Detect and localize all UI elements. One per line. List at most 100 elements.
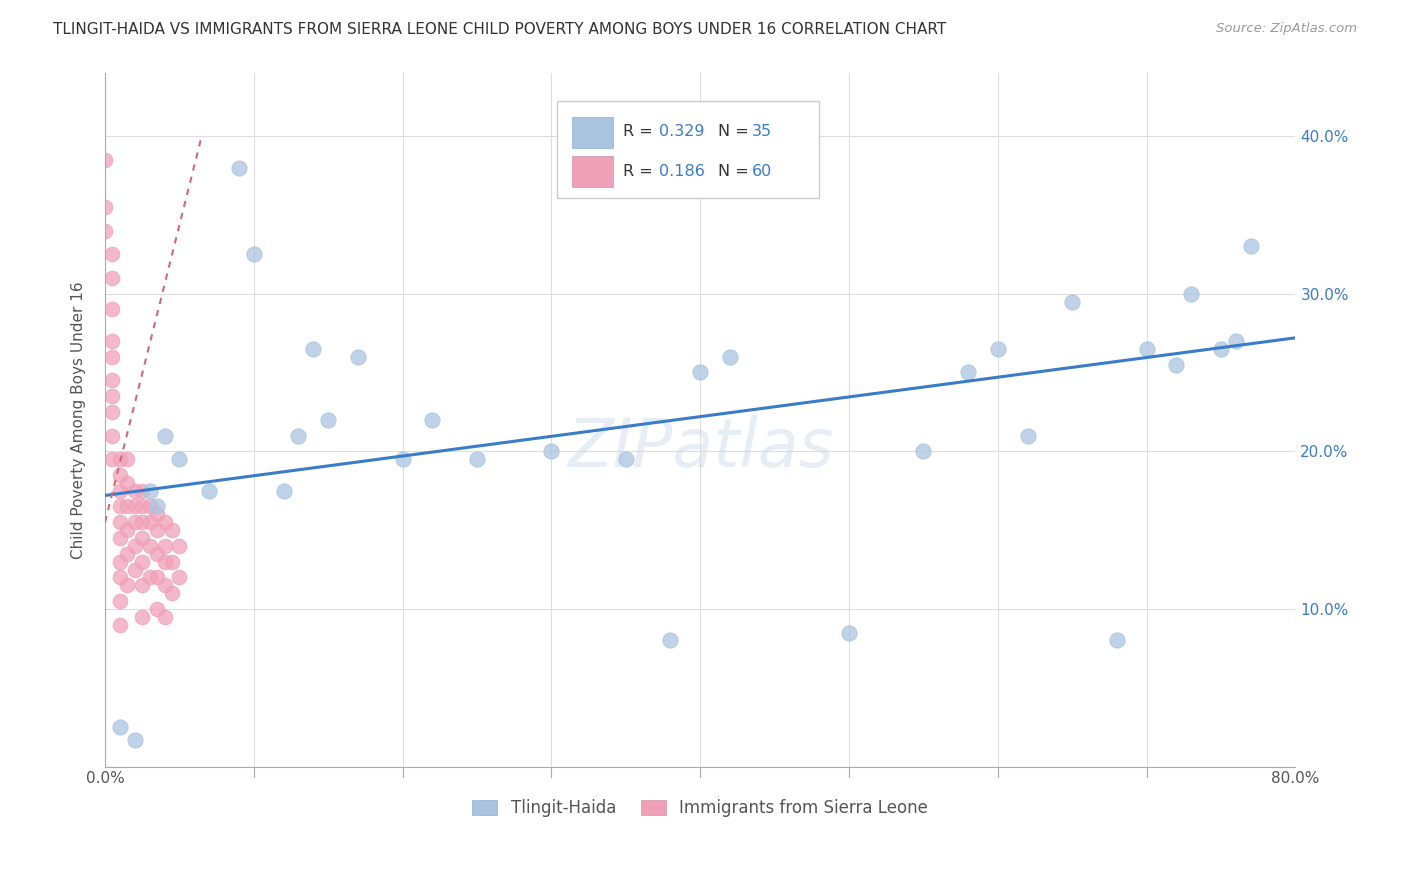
Point [153,609,176,624]
Point [153,539,176,553]
Point [243,247,266,261]
Point [101,350,124,364]
Point [689,366,711,380]
Point [101,334,124,348]
Point [153,428,176,442]
Point [146,602,169,616]
Y-axis label: Child Poverty Among Boys Under 16: Child Poverty Among Boys Under 16 [72,281,86,558]
Point [1105,633,1128,648]
Point [131,555,153,569]
Point [1136,342,1159,356]
Point [153,515,176,529]
Point [108,500,131,514]
Point [1017,428,1039,442]
Point [1180,286,1202,301]
Point [316,413,339,427]
Point [228,161,250,175]
Point [912,444,935,458]
FancyBboxPatch shape [572,117,613,148]
Text: TLINGIT-HAIDA VS IMMIGRANTS FROM SIERRA LEONE CHILD POVERTY AMONG BOYS UNDER 16 : TLINGIT-HAIDA VS IMMIGRANTS FROM SIERRA … [53,22,946,37]
Text: 0.329: 0.329 [658,125,704,139]
Point [94,224,117,238]
FancyBboxPatch shape [557,101,820,198]
Point [131,609,153,624]
Point [153,578,176,592]
Point [117,452,139,467]
Text: N =: N = [718,164,754,179]
Text: Source: ZipAtlas.com: Source: ZipAtlas.com [1216,22,1357,36]
Point [101,302,124,317]
Point [169,570,191,584]
Point [198,483,221,498]
Point [146,547,169,561]
Point [108,594,131,608]
Point [124,539,146,553]
Point [138,539,160,553]
Point [94,200,117,214]
Text: ZIPatlas: ZIPatlas [567,415,834,481]
Point [131,515,153,529]
Point [838,625,860,640]
Point [108,531,131,545]
Point [108,452,131,467]
Point [160,555,183,569]
Point [146,570,169,584]
Point [273,483,295,498]
Point [160,523,183,537]
Point [108,570,131,584]
Point [287,428,309,442]
Point [117,547,139,561]
Legend: Tlingit-Haida, Immigrants from Sierra Leone: Tlingit-Haida, Immigrants from Sierra Le… [465,793,935,824]
Point [117,523,139,537]
Point [153,555,176,569]
Point [659,633,682,648]
Point [614,452,637,467]
Point [124,483,146,498]
Point [138,500,160,514]
Point [131,483,153,498]
Point [138,570,160,584]
Point [101,247,124,261]
Point [146,508,169,522]
Point [718,350,741,364]
Point [108,515,131,529]
Point [101,373,124,387]
Point [124,500,146,514]
Point [146,523,169,537]
Point [302,342,325,356]
Point [131,578,153,592]
Point [108,467,131,482]
Point [108,555,131,569]
Point [160,586,183,600]
Point [1209,342,1232,356]
Point [101,405,124,419]
Point [108,483,131,498]
Text: 0.186: 0.186 [658,164,704,179]
Text: N =: N = [718,125,754,139]
Point [101,389,124,403]
Point [131,500,153,514]
Point [138,483,160,498]
Point [117,578,139,592]
Point [422,413,444,427]
Point [131,531,153,545]
Point [391,452,413,467]
Point [101,271,124,285]
Point [117,475,139,490]
Point [94,153,117,167]
Point [138,515,160,529]
Point [169,539,191,553]
Point [957,366,980,380]
Point [124,562,146,576]
Point [1240,239,1263,253]
Point [1062,294,1084,309]
Point [465,452,488,467]
Text: 60: 60 [751,164,772,179]
Text: R =: R = [623,164,658,179]
FancyBboxPatch shape [572,156,613,187]
Point [101,428,124,442]
Text: 35: 35 [751,125,772,139]
Point [124,515,146,529]
Point [169,452,191,467]
Point [117,500,139,514]
